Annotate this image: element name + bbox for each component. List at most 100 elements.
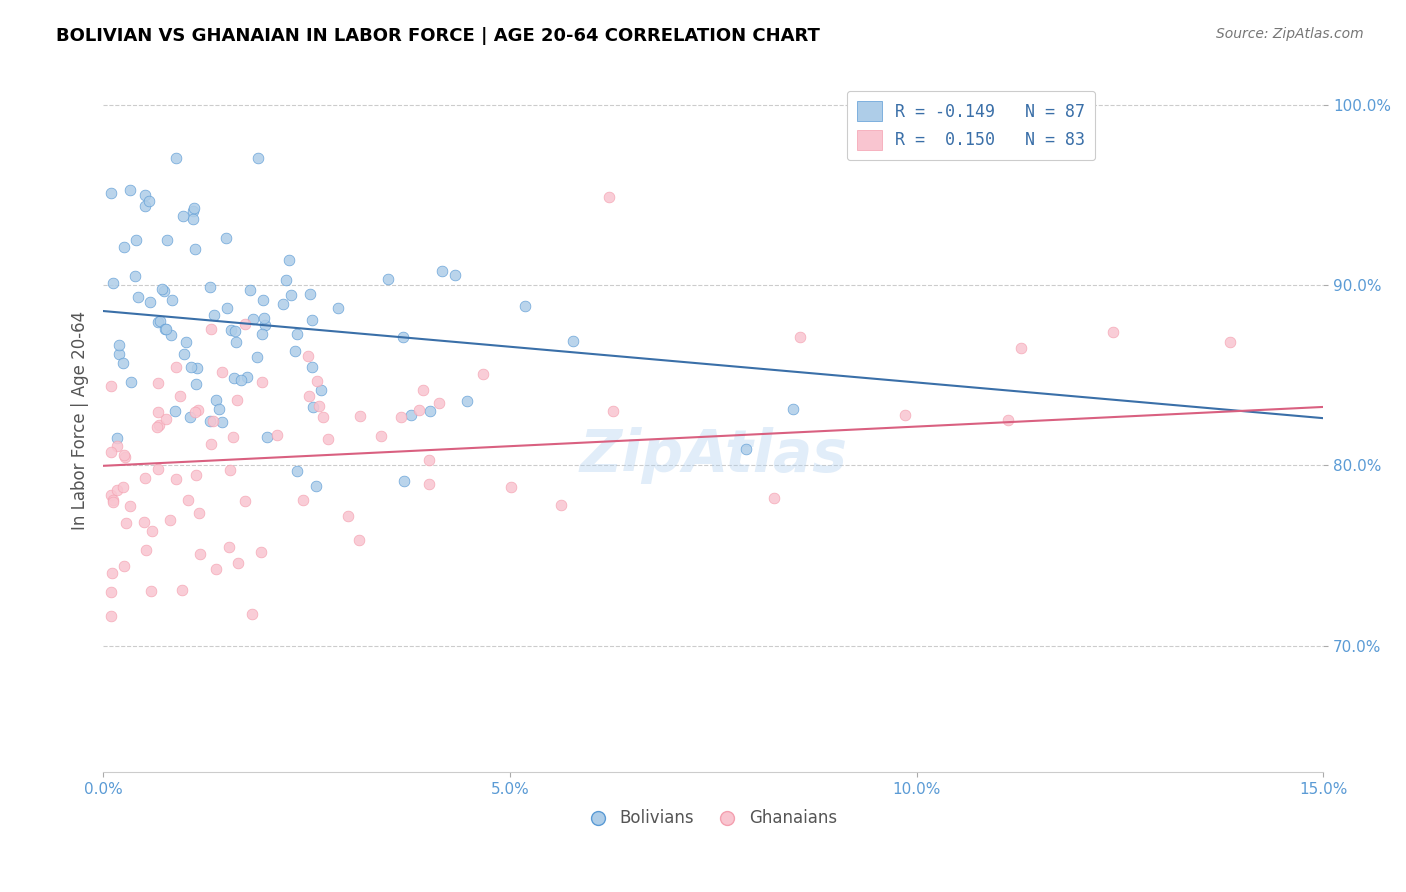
Point	[225, 334, 247, 349]
Point	[307, 374, 329, 388]
Point	[146, 461, 169, 475]
Point	[108, 337, 131, 351]
Point	[124, 269, 146, 284]
Point	[254, 318, 277, 332]
Point	[418, 476, 440, 491]
Point	[301, 400, 323, 414]
Point	[242, 312, 264, 326]
Point	[184, 376, 207, 391]
Point	[134, 471, 156, 485]
Point	[155, 322, 177, 336]
Point	[278, 253, 301, 268]
Point	[114, 516, 136, 530]
Point	[292, 492, 315, 507]
Point	[134, 199, 156, 213]
Point	[205, 562, 228, 576]
Point	[1010, 341, 1032, 355]
Point	[224, 324, 246, 338]
Point	[218, 463, 240, 477]
Point	[103, 492, 125, 507]
Point	[444, 268, 467, 282]
Point	[349, 409, 371, 424]
Point	[100, 488, 122, 502]
Point	[132, 515, 155, 529]
Point	[148, 376, 170, 390]
Point	[100, 608, 122, 623]
Point	[430, 264, 453, 278]
Point	[308, 400, 330, 414]
Point	[233, 494, 256, 508]
Point	[235, 370, 257, 384]
Point	[159, 513, 181, 527]
Point	[105, 483, 128, 498]
Point	[200, 280, 222, 294]
Point	[172, 209, 194, 223]
Point	[165, 403, 187, 417]
Point	[165, 151, 187, 165]
Point	[112, 448, 135, 462]
Point	[201, 414, 224, 428]
Point	[312, 410, 335, 425]
Text: ZipAtlas: ZipAtlas	[579, 427, 848, 484]
Point	[118, 499, 141, 513]
Point	[100, 445, 122, 459]
Point	[222, 430, 245, 444]
Point	[250, 545, 273, 559]
Point	[285, 465, 308, 479]
Point	[735, 442, 758, 456]
Point	[202, 308, 225, 322]
Point	[146, 404, 169, 418]
Point	[419, 404, 441, 418]
Point	[112, 558, 135, 573]
Point	[370, 429, 392, 443]
Point	[138, 194, 160, 208]
Point	[155, 322, 177, 336]
Point	[215, 230, 238, 244]
Legend: Bolivians, Ghanaians: Bolivians, Ghanaians	[582, 803, 844, 834]
Point	[208, 402, 231, 417]
Point	[789, 330, 811, 344]
Point	[284, 343, 307, 358]
Point	[392, 474, 415, 488]
Point	[100, 186, 122, 201]
Point	[211, 415, 233, 429]
Point	[391, 410, 413, 425]
Point	[177, 493, 200, 508]
Text: Source: ZipAtlas.com: Source: ZipAtlas.com	[1216, 27, 1364, 41]
Point	[297, 389, 319, 403]
Point	[219, 323, 242, 337]
Point	[179, 409, 201, 424]
Point	[114, 450, 136, 464]
Point	[280, 288, 302, 302]
Point	[215, 301, 238, 315]
Point	[408, 402, 430, 417]
Point	[139, 295, 162, 310]
Point	[550, 498, 572, 512]
Point	[146, 315, 169, 329]
Point	[184, 242, 207, 256]
Point	[499, 480, 522, 494]
Point	[1219, 335, 1241, 350]
Point	[184, 467, 207, 482]
Point	[316, 432, 339, 446]
Point	[231, 373, 253, 387]
Point	[165, 359, 187, 374]
Point	[377, 272, 399, 286]
Point	[200, 322, 222, 336]
Point	[762, 491, 785, 506]
Point	[155, 412, 177, 426]
Point	[183, 212, 205, 227]
Point	[471, 367, 494, 381]
Point	[304, 479, 326, 493]
Point	[1102, 325, 1125, 339]
Point	[253, 310, 276, 325]
Point	[153, 285, 176, 299]
Point	[108, 347, 131, 361]
Point	[239, 283, 262, 297]
Text: BOLIVIAN VS GHANAIAN IN LABOR FORCE | AGE 20-64 CORRELATION CHART: BOLIVIAN VS GHANAIAN IN LABOR FORCE | AG…	[56, 27, 820, 45]
Point	[326, 301, 349, 315]
Point	[101, 495, 124, 509]
Point	[186, 361, 208, 376]
Point	[198, 414, 221, 428]
Point	[418, 453, 440, 467]
